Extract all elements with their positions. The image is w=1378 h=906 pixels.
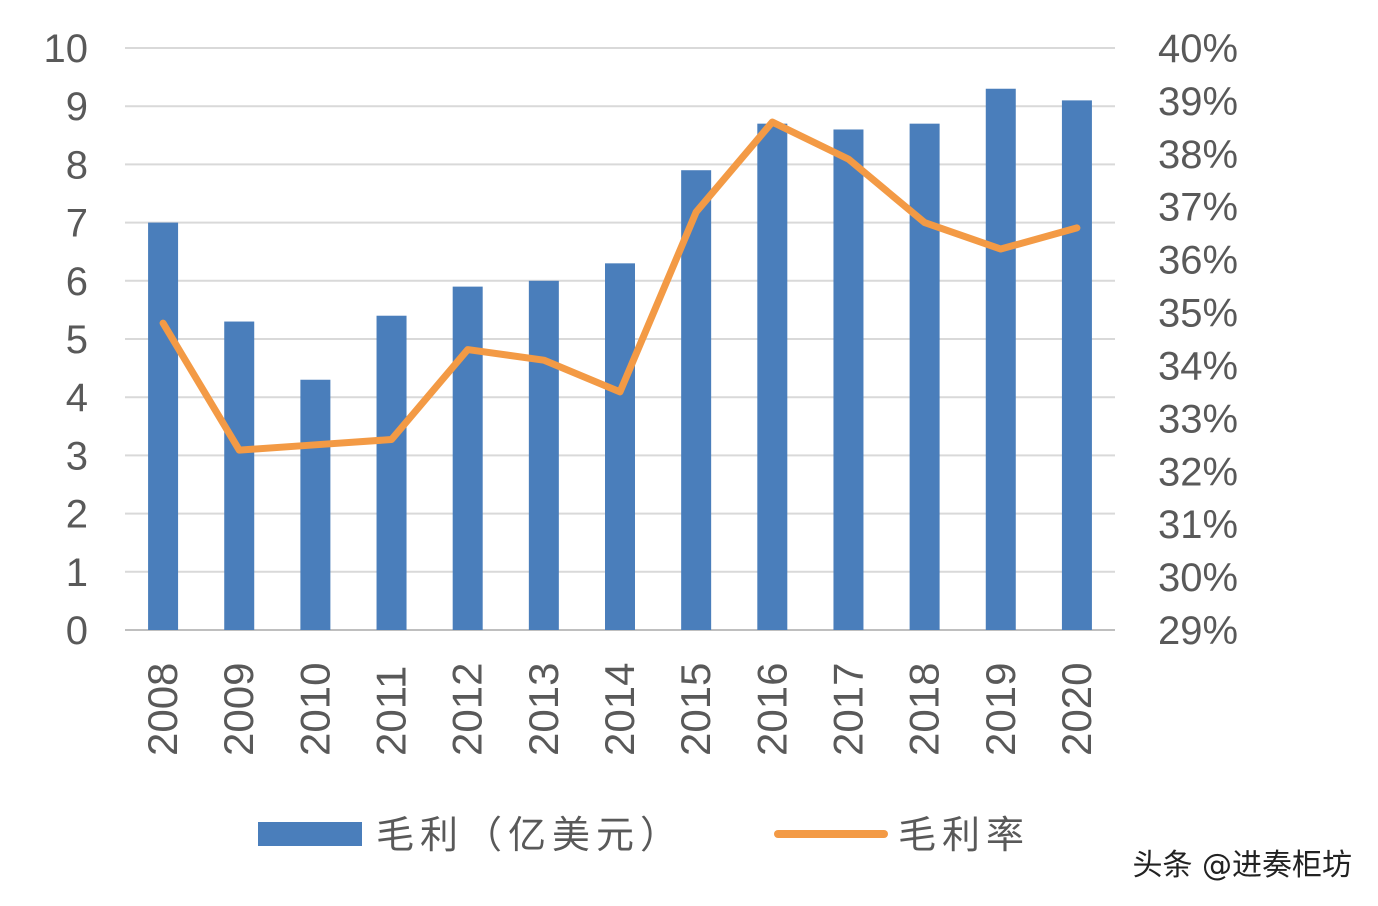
bar-2018 [909, 123, 940, 630]
right-tick-label: 32% [1158, 450, 1238, 494]
x-tick-label: 2014 [596, 663, 643, 756]
left-tick-label: 0 [66, 609, 88, 653]
bar-2014 [605, 263, 635, 630]
left-tick-label: 10 [44, 27, 89, 71]
right-tick-label: 30% [1158, 556, 1238, 600]
bar-2012 [452, 286, 483, 630]
right-tick-label: 39% [1158, 80, 1238, 124]
left-tick-label: 7 [66, 202, 88, 246]
watermark: 头条 @进奏柜坊 [1132, 848, 1352, 883]
x-tick-label: 2017 [824, 663, 871, 756]
legend-label-gross-profit: 毛利（亿美元） [376, 815, 684, 857]
left-tick-label: 8 [66, 143, 88, 187]
x-tick-label: 2012 [444, 663, 491, 756]
bar-2013 [528, 280, 559, 630]
left-tick-label: 5 [66, 318, 88, 362]
right-tick-label: 33% [1158, 397, 1238, 441]
legend-bar-swatch [258, 822, 362, 846]
x-tick-label: 2019 [977, 663, 1024, 756]
right-tick-label: 35% [1158, 292, 1238, 336]
left-tick-label: 2 [66, 493, 88, 537]
bar-2019 [985, 88, 1016, 631]
left-tick-label: 3 [66, 434, 88, 478]
bar-2016 [757, 123, 788, 630]
bar-2010 [300, 379, 331, 630]
x-tick-label: 2011 [368, 666, 415, 756]
right-tick-label: 38% [1158, 133, 1238, 177]
right-tick-label: 31% [1158, 503, 1238, 547]
right-tick-label: 36% [1158, 239, 1238, 283]
bar-2008 [148, 222, 179, 630]
bar-2017 [833, 129, 864, 631]
right-tick-label: 37% [1158, 186, 1238, 230]
left-tick-label: 1 [66, 551, 88, 595]
x-tick-label: 2018 [901, 663, 948, 756]
bar-2011 [376, 315, 407, 630]
right-tick-label: 29% [1158, 609, 1238, 653]
x-tick-label: 2013 [520, 663, 567, 756]
x-tick-label: 2010 [291, 663, 338, 756]
right-tick-label: 34% [1158, 344, 1238, 388]
left-tick-label: 6 [66, 260, 88, 304]
bar-2015 [681, 170, 712, 630]
bar-2009 [224, 321, 255, 630]
right-tick-label: 40% [1158, 27, 1238, 71]
legend-label-gross-margin: 毛利率 [898, 815, 1030, 857]
x-tick-label: 2009 [215, 663, 262, 756]
left-tick-label: 4 [66, 376, 88, 420]
x-tick-label: 2015 [672, 663, 719, 756]
bar-2020 [1061, 100, 1092, 630]
x-tick-label: 2016 [748, 663, 795, 756]
x-tick-label: 2008 [139, 663, 186, 756]
x-tick-label: 2020 [1053, 663, 1100, 756]
left-tick-label: 9 [66, 85, 88, 129]
